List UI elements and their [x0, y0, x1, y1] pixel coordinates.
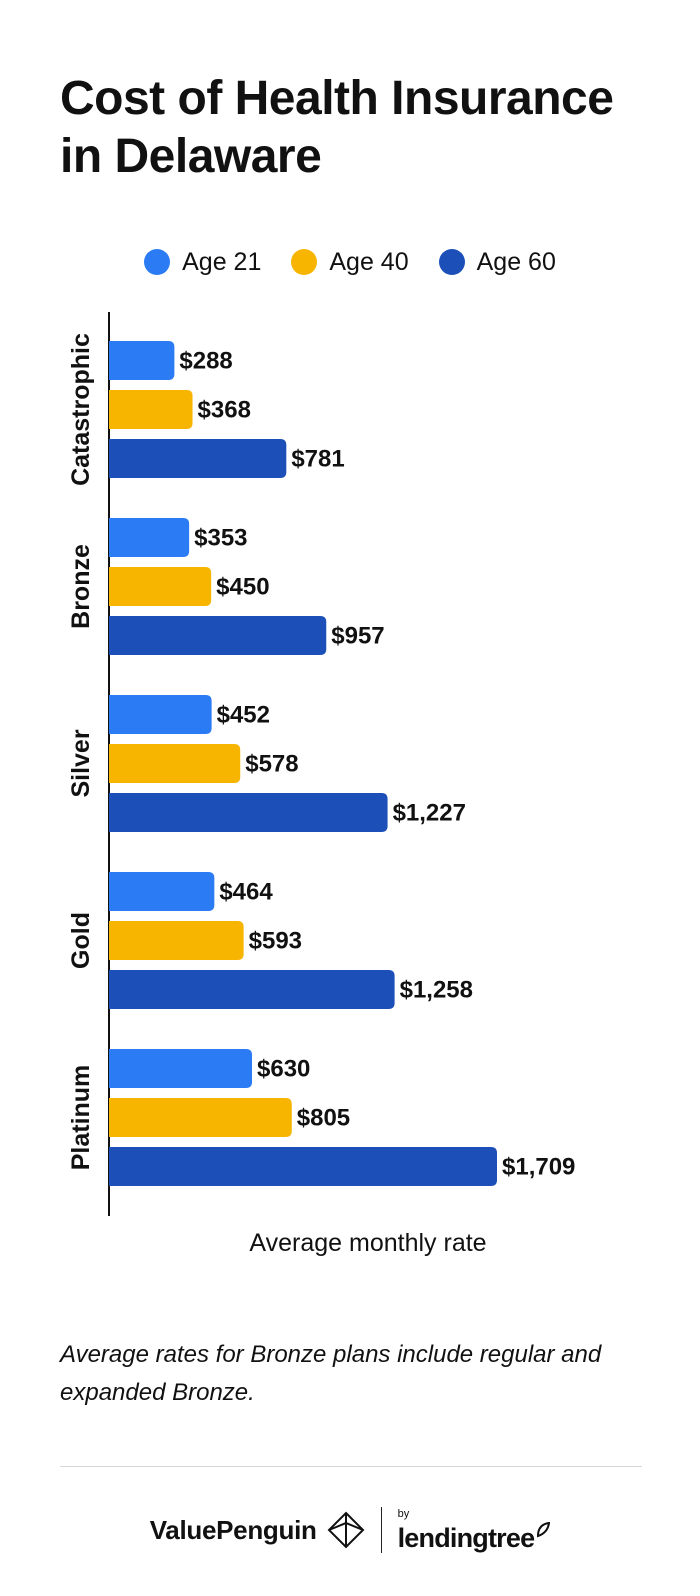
brand-footer: ValuePenguin by lendingtree [0, 1500, 700, 1560]
legend-swatch-age-21 [144, 249, 171, 275]
legend-label-age-60: Age 60 [476, 247, 556, 276]
bar-value-label: $1,227 [393, 800, 466, 827]
by-text: by [397, 1507, 410, 1520]
category-label-platinum: Platinum [67, 1065, 95, 1171]
legend-item-age-40: Age 40 [291, 247, 409, 277]
legend-item-age-21: Age 21 [144, 248, 261, 277]
bar-silver-age-40 [109, 744, 241, 783]
bar-value-label: $578 [245, 751, 298, 778]
bar-value-label: $957 [331, 623, 384, 650]
x-axis-label: Average monthly rate [249, 1229, 486, 1257]
lendingtree-wordmark: lendingtree [397, 1521, 551, 1553]
bar-bronze-age-60 [109, 616, 327, 655]
bar-silver-age-21 [109, 695, 212, 734]
bar-value-label: $781 [291, 446, 344, 473]
bars-group: $288 $368 $781 $353 $450 $957 $452 $578 $1,227 $4… [109, 341, 575, 1186]
valuepenguin-logo-text: ValuePenguin [149, 1514, 317, 1545]
bar-catastrophic-age-21 [109, 341, 175, 380]
bar-value-label: $353 [194, 525, 247, 552]
bar-chart: $288 $368 $781 $353 $450 $957 $452 $578 $1,227 $4… [67, 312, 575, 1257]
footer-divider [60, 1466, 642, 1467]
bar-value-label: $1,258 [400, 977, 473, 1004]
bar-value-label: $630 [257, 1056, 310, 1083]
bar-gold-age-60 [109, 970, 395, 1009]
bar-bronze-age-21 [109, 518, 190, 557]
bar-value-label: $368 [198, 397, 251, 424]
bar-catastrophic-age-60 [109, 439, 287, 478]
bar-silver-age-60 [109, 793, 388, 832]
chart-title: Cost of Health Insurance in Delaware [60, 72, 614, 183]
bar-gold-age-21 [109, 872, 215, 911]
bar-value-label: $288 [179, 348, 232, 375]
bar-platinum-age-60 [109, 1147, 497, 1186]
legend-item-age-60: Age 60 [438, 247, 556, 277]
legend-swatch-age-40 [291, 249, 318, 275]
category-labels-group: Catastrophic Bronze Silver Gold Platinum [67, 333, 95, 1170]
valuepenguin-logo-icon [327, 1511, 364, 1549]
bar-platinum-age-40 [109, 1098, 292, 1137]
legend-swatch-age-60 [438, 249, 465, 275]
bar-catastrophic-age-40 [109, 390, 193, 429]
bar-value-label: $1,709 [502, 1154, 575, 1181]
lendingtree-logo-text: lendingtree [397, 1522, 536, 1553]
bar-value-label: $452 [217, 702, 270, 729]
legend-label-age-21: Age 21 [182, 247, 262, 276]
lendingtree-logo: by lendingtree [397, 1507, 551, 1553]
bar-bronze-age-40 [109, 567, 212, 606]
category-label-bronze: Bronze [67, 544, 95, 629]
brand-separator [380, 1507, 382, 1553]
bar-gold-age-40 [109, 921, 244, 960]
category-label-gold: Gold [67, 912, 95, 969]
legend: Age 21 Age 40 Age 60 [0, 244, 700, 280]
bar-value-label: $450 [216, 574, 269, 601]
category-label-silver: Silver [67, 729, 95, 797]
leaf-icon [537, 1521, 551, 1537]
footnote: Average rates for Bronze plans include r… [60, 1341, 602, 1406]
bar-value-label: $464 [219, 879, 273, 906]
legend-label-age-40: Age 40 [329, 247, 409, 276]
bar-platinum-age-21 [109, 1049, 253, 1088]
bar-value-label: $593 [249, 928, 302, 955]
bar-value-label: $805 [297, 1105, 350, 1132]
category-label-catastrophic: Catastrophic [67, 333, 95, 486]
